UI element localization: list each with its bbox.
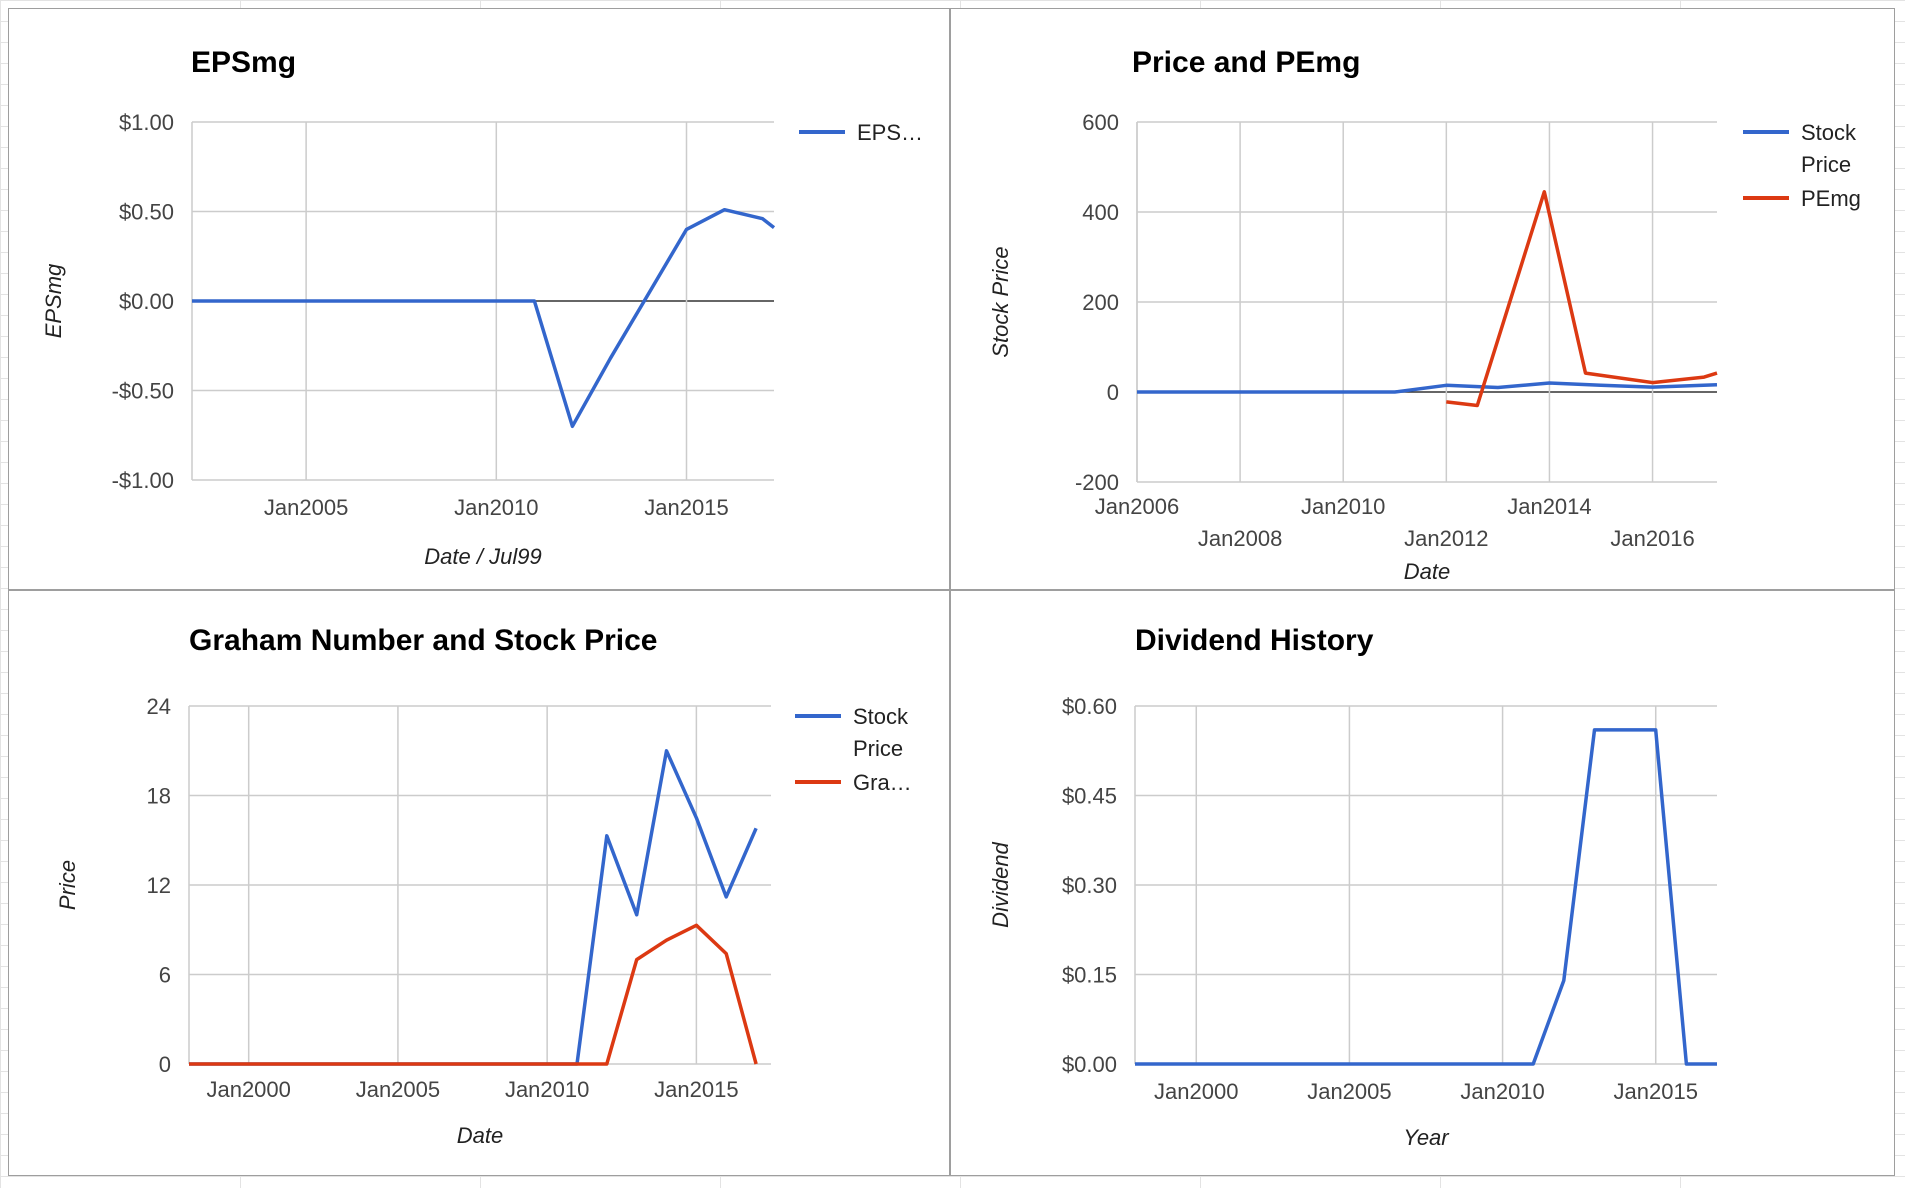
y-tick-label: $1.00 [119,110,174,135]
chart-title: EPSmg [191,46,296,79]
y-tick-label: -$0.50 [112,379,174,404]
x-tick-label: Jan2010 [1460,1079,1544,1104]
chart-svg: Dividend History $0.60 $0.45 $0.30 $0.15 $0.0… [988,624,1717,1150]
y-tick-label: -200 [1075,470,1119,495]
y-tick-label: 400 [1082,200,1119,225]
series-line [1137,381,1718,394]
series-line [1446,190,1718,408]
dividend-history-chart-panel: Dividend History $0.60 $0.45 $0.30 $0.15 $0.0… [950,590,1895,1176]
y-tick-label: $0.60 [1062,694,1117,719]
legend-label: PEmg [1801,186,1861,211]
y-tick-label: $0.00 [1062,1052,1117,1077]
legend-label: EPS… [857,120,923,145]
x-tick-label: Jan2014 [1507,494,1591,519]
x-tick-label: Jan2012 [1404,526,1488,551]
x-tick-label: Jan2005 [356,1077,440,1102]
x-axis-title: Date [1404,559,1450,584]
legend-label: Gra… [853,770,912,795]
series-line [192,207,776,429]
y-tick-label: $0.15 [1062,963,1117,988]
x-tick-label: Jan2016 [1610,526,1694,551]
legend-label: Stock Price [853,704,909,761]
y-axis-title: Stock Price [988,246,1013,357]
x-tick-label: Jan2015 [644,495,728,520]
x-axis-title: Year [1403,1125,1450,1150]
graham-number-chart-panel: Graham Number and Stock Price 24 18 12 6 0 Jan… [8,590,950,1176]
x-tick-label: Jan2010 [454,495,538,520]
x-tick-label: Jan2015 [654,1077,738,1102]
y-tick-label: 18 [147,784,171,809]
y-tick-label: $0.50 [119,200,174,225]
y-axis-title: Dividend [988,841,1013,927]
legend-label: Stock Price [1801,120,1857,177]
x-axis-title: Date [457,1123,503,1148]
x-tick-label: Jan2010 [505,1077,589,1102]
x-tick-label: Jan2005 [264,495,348,520]
chart-title: Graham Number and Stock Price [189,624,658,657]
chart-svg: EPSmg $1.00 $0.50 $0.00 -$0.50 -$1.00 Jan2005 J… [41,46,923,569]
eps-chart-panel: EPSmg $1.00 $0.50 $0.00 -$0.50 -$1.00 Jan2005 J… [8,8,950,590]
series-line [1135,728,1717,1066]
y-tick-label: 0 [1107,380,1119,405]
y-axis-title: Price [55,860,80,910]
y-tick-label: 12 [147,873,171,898]
x-tick-label: Jan2005 [1307,1079,1391,1104]
chart-title: Dividend History [1135,624,1374,657]
y-tick-label: 24 [147,694,171,719]
price-pe-chart-panel: Price and PEmg 600 400 200 0 -200 Jan2006 Jan20… [950,8,1895,590]
y-tick-label: 6 [159,963,171,988]
y-tick-label: 200 [1082,290,1119,315]
y-tick-label: 600 [1082,110,1119,135]
y-tick-label: $0.30 [1062,873,1117,898]
chart-title: Price and PEmg [1132,46,1360,79]
x-tick-label: Jan2008 [1198,526,1282,551]
y-tick-label: $0.00 [119,289,174,314]
y-tick-label: -$1.00 [112,468,174,493]
series-line [189,749,758,1066]
x-axis-title: Date / Jul99 [424,544,541,569]
x-tick-label: Jan2000 [206,1077,290,1102]
y-tick-label: $0.45 [1062,784,1117,809]
series-line [189,923,758,1066]
chart-svg: Graham Number and Stock Price 24 18 12 6 0 Jan… [55,624,912,1148]
x-tick-label: Jan2000 [1154,1079,1238,1104]
x-tick-label: Jan2010 [1301,494,1385,519]
x-tick-label: Jan2006 [1095,494,1179,519]
y-axis-title: EPSmg [41,263,66,338]
y-tick-label: 0 [159,1052,171,1077]
x-tick-label: Jan2015 [1614,1079,1698,1104]
